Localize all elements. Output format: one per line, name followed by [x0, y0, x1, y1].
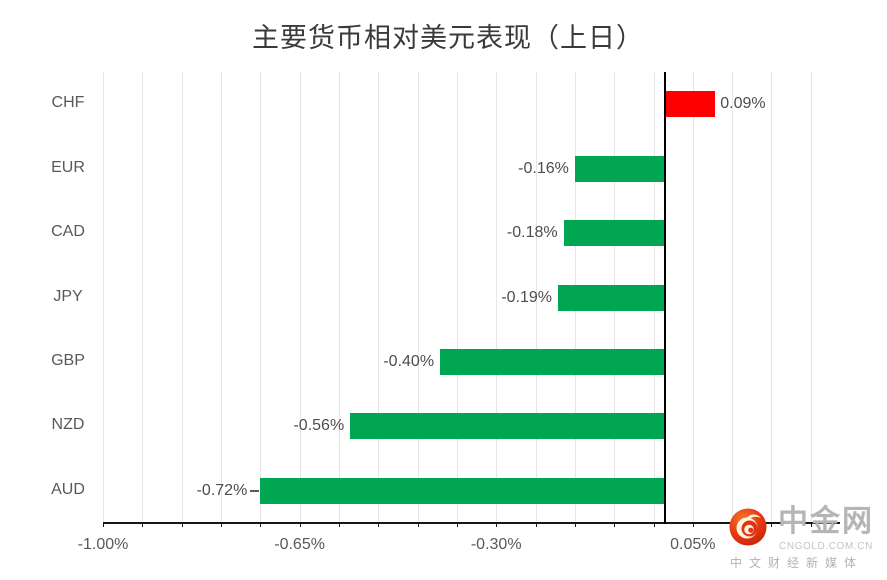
data-label-nzd: -0.56%	[293, 417, 345, 435]
category-label-cad: CAD	[51, 223, 85, 241]
minor-gridline	[299, 72, 301, 523]
x-tick-label: -0.65%	[274, 536, 325, 553]
cngold-domain-text: CNGOLD.COM.CN	[779, 541, 873, 552]
chart-title: 主要货币相对美元表现（上日）	[252, 23, 644, 53]
data-bar-chf	[664, 91, 716, 118]
minor-gridline	[417, 72, 419, 523]
cngold-watermark: 中金网 CNGOLD.COM.CN 中文财经新媒体	[728, 505, 878, 575]
minor-gridline	[810, 72, 812, 523]
x-tick-label: -1.00%	[77, 536, 129, 553]
x-axis-tick	[810, 522, 812, 527]
minor-gridline	[456, 72, 458, 523]
category-label-eur: EUR	[51, 158, 85, 176]
minor-gridline	[260, 72, 262, 523]
minor-gridline	[142, 72, 144, 523]
minor-gridline	[220, 72, 222, 523]
minor-gridline	[378, 72, 380, 523]
x-axis-tick	[496, 522, 498, 527]
x-axis-tick	[299, 522, 301, 527]
zero-axis-line	[663, 72, 666, 524]
minor-gridline	[692, 72, 694, 523]
cngold-logo-text: 中金网	[778, 505, 874, 538]
x-axis-tick	[574, 522, 576, 527]
minor-gridline	[181, 72, 183, 523]
data-bar-jpy	[558, 284, 665, 311]
x-axis-line	[103, 522, 840, 524]
data-bar-aud	[260, 477, 665, 504]
category-label-gbp: GBP	[51, 351, 85, 369]
data-bar-gbp	[440, 348, 665, 375]
minor-gridline	[496, 72, 498, 523]
x-axis-tick	[103, 522, 104, 527]
x-axis-tick	[653, 522, 655, 527]
minor-gridline	[771, 72, 773, 523]
data-label-gbp: -0.40%	[383, 352, 435, 370]
data-bar-cad	[563, 220, 665, 247]
minor-gridline	[338, 72, 340, 523]
data-label-chf: 0.09%	[720, 95, 766, 113]
x-axis-tick	[614, 522, 616, 527]
minor-gridline	[732, 72, 734, 523]
category-label-nzd: NZD	[51, 416, 85, 434]
x-axis-tick	[260, 522, 262, 527]
x-axis-tick	[378, 522, 380, 527]
x-axis-tick	[338, 522, 340, 527]
data-label-aud: -0.72%	[196, 481, 248, 499]
x-tick-label: -0.30%	[470, 536, 522, 553]
cngold-swirl-icon	[728, 507, 768, 552]
x-axis-tick	[692, 522, 694, 527]
cngold-tagline-text: 中文财经新媒体	[730, 556, 864, 570]
minor-gridline	[103, 72, 104, 523]
category-label-chf: CHF	[51, 94, 85, 112]
category-label-jpy: JPY	[53, 287, 83, 305]
x-axis-tick	[142, 522, 144, 527]
data-label-jpy: -0.19%	[501, 288, 553, 306]
x-axis-tick	[771, 522, 773, 527]
label-leader-line	[250, 489, 260, 492]
category-label-aud: AUD	[51, 480, 85, 498]
x-axis-tick	[181, 522, 183, 527]
x-axis-tick	[220, 522, 222, 527]
data-label-eur: -0.16%	[518, 159, 569, 177]
x-axis-tick	[535, 522, 537, 527]
x-axis-tick	[456, 522, 458, 527]
data-bar-nzd	[350, 413, 665, 440]
x-axis-tick	[417, 522, 419, 527]
data-label-cad: -0.18%	[506, 224, 558, 242]
data-bar-eur	[574, 155, 665, 182]
minor-gridline	[535, 72, 537, 523]
x-tick-label: 0.05%	[670, 536, 716, 553]
